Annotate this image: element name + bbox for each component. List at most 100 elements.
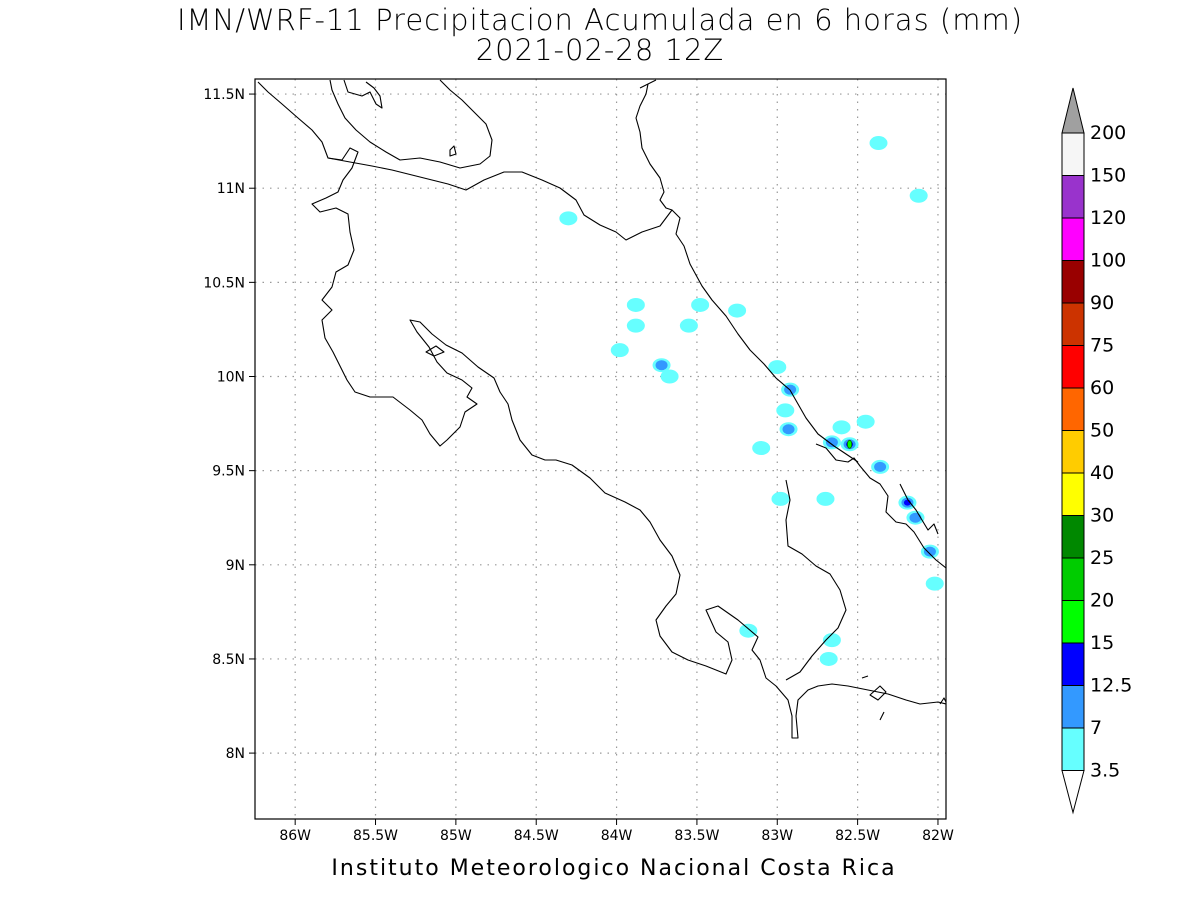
- map-title: IMN/WRF-11 Precipitacion Acumulada en 6 …: [176, 3, 1024, 37]
- colorbar-swatch: [1061, 345, 1085, 389]
- precip-cell-core: [782, 424, 795, 435]
- colorbar-label: 15: [1090, 632, 1114, 654]
- lon-tick-label: 83.5W: [674, 828, 719, 844]
- precip-cell: [660, 369, 679, 384]
- lon-tick-label: 86W: [279, 828, 311, 844]
- lat-tick-label: 11.5N: [203, 87, 245, 103]
- precip-cell: [728, 303, 747, 318]
- colorbar-swatch: [1061, 302, 1085, 346]
- precip-cell: [776, 403, 795, 418]
- precip-cell: [752, 441, 771, 456]
- lon-tick-label: 82.5W: [835, 828, 880, 844]
- colorbar-swatch: [1061, 472, 1085, 516]
- colorbar-label: 120: [1090, 207, 1126, 229]
- panama-coast-east: [939, 697, 946, 705]
- precip-cell-core: [874, 461, 887, 472]
- colorbar-swatch: [1061, 260, 1085, 304]
- longitude-axis: 86W 85.5W 85W 84.5W 84W 83.5W 83W 82.5W 82W: [279, 819, 954, 844]
- precipitation-field: [559, 136, 944, 666]
- precip-cell: [816, 491, 835, 506]
- colorbar-label: 60: [1090, 377, 1114, 399]
- lat-tick-label: 10.5N: [203, 275, 245, 291]
- colorbar-label: 40: [1090, 462, 1114, 484]
- colorbar-swatch: [1061, 175, 1085, 219]
- precip-cell-core: [825, 437, 838, 448]
- precip-cell: [626, 318, 645, 333]
- map-gridlines: [255, 79, 946, 819]
- lat-tick-label: 8N: [226, 746, 245, 762]
- nicoya-inlet: [425, 345, 445, 357]
- lon-tick-label: 84.5W: [514, 828, 559, 844]
- colorbar-swatch: [1061, 217, 1085, 261]
- lon-tick-label: 82W: [922, 828, 954, 844]
- lon-tick-label: 85W: [440, 828, 472, 844]
- colorbar-swatch: [1061, 557, 1085, 601]
- bocas-islands: [861, 675, 887, 721]
- small-island-1: [449, 145, 457, 157]
- precip-cell: [869, 136, 888, 151]
- colorbar: 200 150 120 100 90 75 60 50 40 30 25 20 15 12.5 7 3.5: [1061, 87, 1132, 815]
- colorbar-label: 3.5: [1090, 760, 1120, 782]
- lat-tick-label: 10N: [217, 370, 245, 386]
- lat-tick-label: 11N: [217, 181, 245, 197]
- lat-tick-label: 9.5N: [212, 464, 245, 480]
- colorbar-label: 20: [1090, 590, 1114, 612]
- lon-tick-label: 83W: [761, 828, 793, 844]
- colorbar-label: 200: [1090, 122, 1126, 144]
- colorbar-label: 50: [1090, 420, 1114, 442]
- lake-island: [343, 79, 383, 109]
- precip-cell: [856, 414, 875, 429]
- lon-tick-label: 85.5W: [353, 828, 398, 844]
- colorbar-label: 100: [1090, 250, 1126, 272]
- lon-tick-label: 84W: [601, 828, 633, 844]
- colorbar-swatch: [1061, 642, 1085, 686]
- map-plot-area: [255, 79, 946, 819]
- precip-cell: [610, 343, 629, 358]
- colorbar-swatch: [1061, 132, 1085, 176]
- precip-cell: [626, 297, 645, 312]
- precip-cell-core: [655, 360, 668, 371]
- colorbar-swatch: [1061, 515, 1085, 559]
- precip-cell: [771, 491, 790, 506]
- precip-cell: [679, 318, 698, 333]
- footer-credit: Instituto Meteorologico Nacional Costa R…: [331, 856, 897, 881]
- precip-cell-core: [909, 512, 922, 523]
- nicaragua-border: [327, 157, 859, 463]
- colorbar-label: 150: [1090, 165, 1126, 187]
- pacific-coastline: [257, 81, 946, 739]
- precip-cell: [559, 211, 578, 226]
- colorbar-swatch: [1061, 727, 1085, 771]
- lat-tick-label: 9N: [226, 558, 245, 574]
- colorbar-label: 90: [1090, 292, 1114, 314]
- precip-cell: [739, 623, 758, 638]
- precip-cell: [909, 188, 928, 203]
- precip-cell: [832, 420, 851, 435]
- precip-cell: [768, 360, 787, 375]
- precip-cell: [691, 297, 710, 312]
- coastline-layer: [257, 79, 946, 739]
- colorbar-label: 7: [1090, 717, 1102, 739]
- colorbar-swatch: [1061, 600, 1085, 644]
- costa-chiriqui: [899, 483, 939, 535]
- colorbar-swatch: [1061, 430, 1085, 474]
- lat-tick-label: 8.5N: [212, 652, 245, 668]
- map-subtitle: 2021-02-28 12Z: [475, 33, 725, 67]
- colorbar-label: 25: [1090, 547, 1114, 569]
- precip-cell: [822, 633, 841, 648]
- map-frame: [254, 78, 947, 820]
- colorbar-top-arrow: [1061, 87, 1085, 134]
- caribbean-coastline: [635, 79, 673, 211]
- colorbar-label: 75: [1090, 335, 1114, 357]
- nicaragua-coast-north: [329, 79, 493, 169]
- precip-cell: [925, 576, 944, 591]
- colorbar-swatch: [1061, 387, 1085, 431]
- precip-cell: [819, 651, 838, 666]
- colorbar-swatch: [1061, 685, 1085, 729]
- colorbar-label: 30: [1090, 505, 1114, 527]
- colorbar-bottom-arrow: [1061, 770, 1085, 815]
- colorbar-label: 12.5: [1090, 675, 1132, 697]
- precip-cell-core: [923, 546, 936, 557]
- latitude-axis: 11.5N 11N 10.5N 10N 9.5N 9N 8.5N 8N: [203, 87, 255, 762]
- precip-cell-peak: [846, 439, 853, 449]
